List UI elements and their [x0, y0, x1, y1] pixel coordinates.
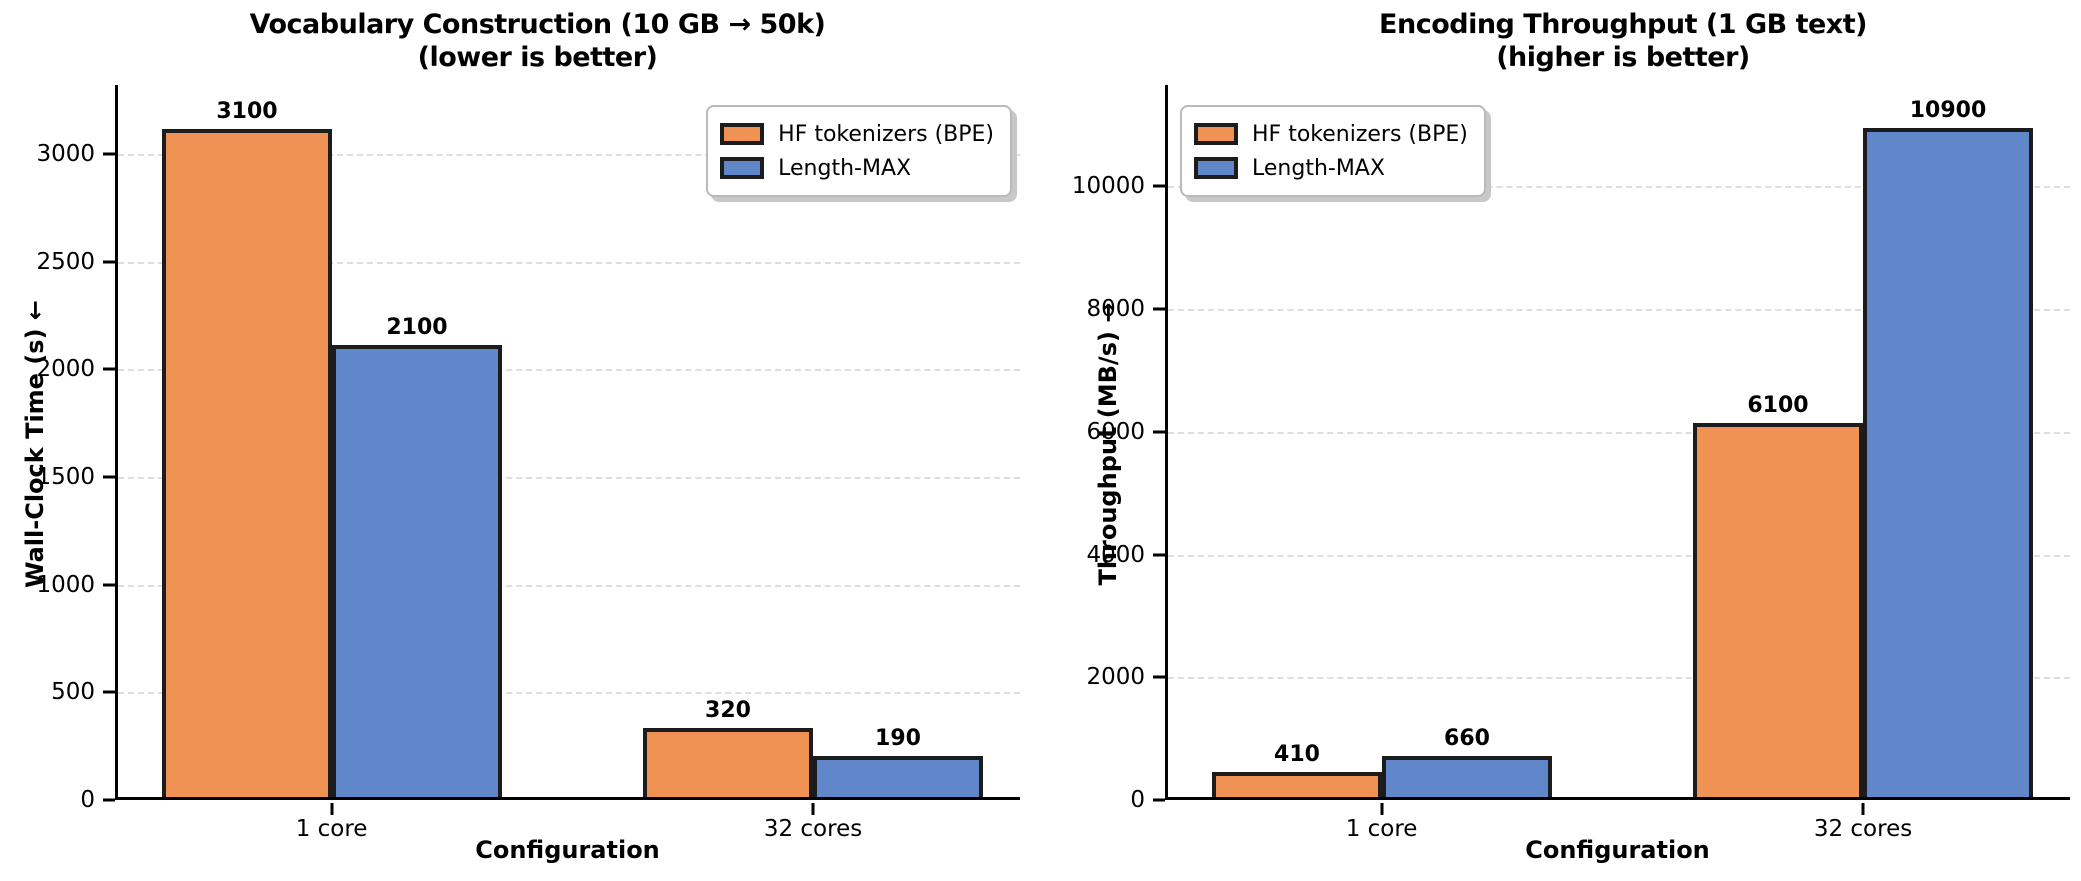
legend-swatch-icon: [720, 123, 765, 145]
gridline: [118, 369, 1020, 372]
y-tick-mark: [103, 260, 115, 264]
gridline: [118, 692, 1020, 695]
bar-value-label: 2100: [386, 315, 448, 340]
chart-encoding-throughput: Encoding Throughput (1 GB text) (higher …: [1040, 0, 2081, 881]
y-tick-label: 1500: [36, 463, 95, 490]
plot-area: 0 2000 4000 6000 8000 10000 410 660 1 core 6100 10…: [1072, 85, 2070, 842]
y-tick-label: 0: [80, 787, 95, 813]
y-tick-label: 500: [51, 679, 95, 706]
y-tick-label: 3000: [36, 140, 95, 167]
bar-value-label: 6100: [1747, 393, 1809, 418]
y-tick-mark: [103, 152, 115, 156]
x-tick-mark: [1380, 803, 1384, 815]
x-tick-label: 32 cores: [763, 816, 863, 842]
legend-label: Length-MAX: [1252, 155, 1385, 181]
x-axis-label: Configuration: [1525, 836, 1710, 864]
gridline: [118, 153, 1020, 156]
y-tick-mark: [1153, 307, 1165, 311]
y-tick-label: 4000: [1086, 541, 1145, 568]
gridline: [1168, 677, 2070, 680]
y-tick-mark: [103, 475, 115, 479]
bar-hf-32-cores: [643, 728, 813, 797]
gridline: [118, 261, 1020, 264]
y-tick-mark: [103, 690, 115, 694]
y-axis-label: Wall-Clock Time (s) ←: [21, 299, 49, 589]
legend-label: Length-MAX: [778, 155, 912, 181]
bar-lengthmax-1-core: [1382, 756, 1552, 797]
gridline: [1168, 431, 2070, 434]
bar-value-label: 10900: [1909, 98, 1987, 123]
y-tick-label: 6000: [1086, 418, 1145, 445]
y-tick-label: 1000: [36, 571, 95, 598]
legend-label: HF tokenizers (BPE): [1252, 121, 1468, 147]
y-tick-mark: [103, 798, 115, 802]
chart-title-line2: (higher is better): [1496, 42, 1750, 73]
legend: HF tokenizers (BPE) Length-MAX: [1180, 105, 1486, 197]
legend: HF tokenizers (BPE) Length-MAX: [706, 105, 1012, 197]
chart-title-line1: Vocabulary Construction (10 GB → 50k): [249, 9, 826, 40]
gridline: [1168, 554, 2070, 557]
bar-value-label: 3100: [216, 99, 278, 124]
chart-title-line2: (lower is better): [417, 42, 658, 73]
y-tick-label: 2000: [1086, 664, 1145, 691]
gridline: [1168, 309, 2070, 311]
y-tick-mark: [1153, 184, 1165, 188]
bar-hf-1-core: [162, 129, 332, 797]
legend-item: HF tokenizers (BPE): [1194, 117, 1468, 151]
chart-vocab-construction: Vocabulary Construction (10 GB → 50k) (l…: [0, 0, 1040, 881]
y-tick-mark: [103, 583, 115, 587]
x-tick-label: 1 core: [1345, 816, 1418, 842]
chart-title: Encoding Throughput (1 GB text) (higher …: [1165, 8, 2081, 74]
bar-lengthmax-32-cores: [813, 756, 983, 797]
bar-hf-32-cores: [1693, 423, 1863, 797]
y-tick-mark: [1153, 675, 1165, 679]
y-tick-label: 2500: [36, 248, 95, 275]
y-tick-label: 8000: [1086, 296, 1145, 322]
bar-value-label: 410: [1274, 742, 1320, 767]
legend-swatch-icon: [720, 157, 765, 179]
gridline: [118, 476, 1020, 479]
y-tick-label: 2000: [36, 356, 95, 383]
plot-area: 0 500 1000 1500 2000 2500 3000 3100 2100 1 core 32…: [36, 85, 1020, 842]
bar-value-label: 190: [875, 726, 921, 751]
bar-value-label: 320: [705, 698, 751, 723]
y-tick-label: 10000: [1071, 173, 1145, 200]
y-tick-label: 0: [1130, 787, 1145, 813]
x-tick-label: 32 cores: [1813, 816, 1913, 842]
x-tick-mark: [811, 803, 815, 815]
y-tick-mark: [1153, 553, 1165, 556]
bar-value-label: 660: [1444, 726, 1490, 751]
gridline: [118, 584, 1020, 587]
chart-title: Vocabulary Construction (10 GB → 50k) (l…: [55, 8, 1020, 74]
gridline: [1168, 186, 2070, 189]
legend-swatch-icon: [1194, 157, 1238, 179]
x-tick-mark: [330, 803, 334, 815]
y-tick-mark: [1153, 430, 1165, 434]
y-tick-mark: [103, 367, 115, 371]
legend-swatch-icon: [1194, 123, 1238, 145]
legend-item: Length-MAX: [720, 151, 994, 185]
x-axis-label: Configuration: [475, 836, 660, 864]
legend-label: HF tokenizers (BPE): [778, 121, 994, 147]
x-tick-label: 1 core: [295, 816, 368, 842]
y-tick-mark: [1153, 798, 1165, 802]
bar-lengthmax-1-core: [332, 345, 502, 797]
legend-item: HF tokenizers (BPE): [720, 117, 994, 151]
legend-item: Length-MAX: [1194, 151, 1468, 185]
chart-title-line1: Encoding Throughput (1 GB text): [1379, 9, 1867, 40]
bar-lengthmax-32-cores: [1863, 128, 2033, 797]
x-tick-mark: [1861, 803, 1865, 815]
bar-hf-1-core: [1212, 772, 1382, 797]
